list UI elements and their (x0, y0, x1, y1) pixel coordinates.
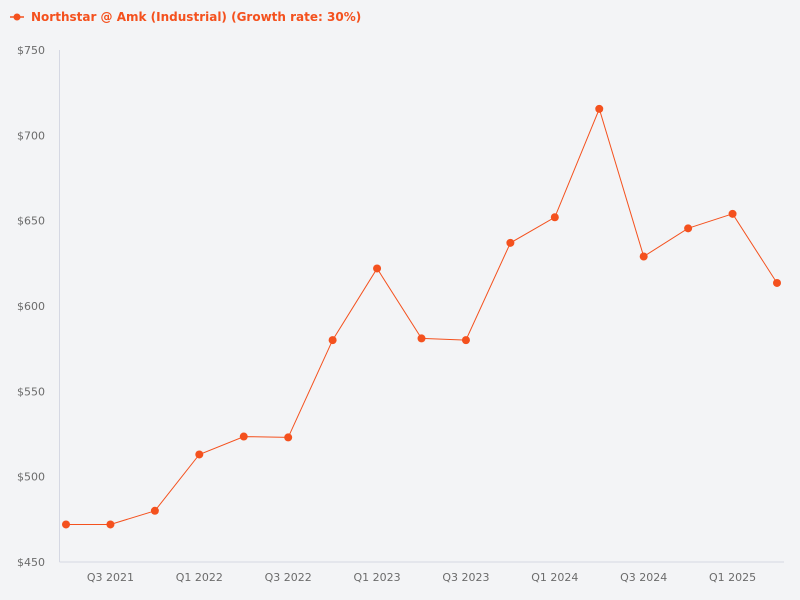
data-point[interactable] (284, 433, 293, 442)
x-tick-label: Q1 2022 (176, 571, 223, 584)
data-point[interactable] (195, 450, 204, 459)
series-line (66, 107, 778, 525)
y-tick-label: $650 (17, 215, 45, 228)
x-tick-label: Q1 2025 (709, 571, 756, 584)
y-tick-label: $500 (17, 471, 45, 484)
plot-area (62, 104, 781, 529)
x-tick-label: Q3 2024 (620, 571, 667, 584)
data-point[interactable] (417, 334, 426, 343)
data-point[interactable] (639, 252, 648, 261)
data-point[interactable] (373, 264, 382, 273)
data-point[interactable] (328, 336, 337, 345)
data-point[interactable] (62, 520, 70, 529)
data-point[interactable] (773, 278, 781, 287)
x-tick-label: Q3 2022 (265, 571, 312, 584)
legend[interactable]: Northstar @ Amk (Industrial) (Growth rat… (10, 10, 361, 24)
x-tick-label: Q1 2024 (531, 571, 578, 584)
y-tick-label: $550 (17, 385, 45, 398)
y-tick-label: $450 (17, 556, 45, 569)
data-point[interactable] (461, 336, 470, 345)
data-point[interactable] (684, 224, 693, 233)
legend-label: Northstar @ Amk (Industrial) (Growth rat… (31, 10, 361, 24)
data-point[interactable] (728, 209, 737, 218)
y-tick-label: $750 (17, 44, 45, 57)
y-tick-label: $700 (17, 129, 45, 142)
data-point[interactable] (550, 213, 559, 222)
data-point[interactable] (595, 104, 604, 113)
x-tick-label: Q3 2023 (442, 571, 489, 584)
data-point[interactable] (506, 238, 515, 247)
data-point[interactable] (150, 506, 159, 515)
x-axis: Q3 2021 Q1 2022 Q3 2022 Q1 2023 Q3 2023 Q1 20… (59, 561, 784, 584)
data-point[interactable] (106, 520, 115, 529)
x-tick-label: Q1 2023 (353, 571, 400, 584)
x-tick-label: Q3 2021 (87, 571, 134, 584)
y-tick-label: $600 (17, 300, 45, 313)
y-axis: $450 $500 $550 $600 $650 $700 $750 (17, 44, 60, 569)
data-point[interactable] (239, 432, 248, 441)
legend-marker-icon (13, 13, 21, 21)
